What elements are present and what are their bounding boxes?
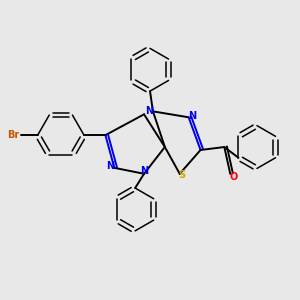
Text: S: S [178, 170, 185, 180]
Text: O: O [230, 172, 238, 182]
Text: N: N [188, 111, 196, 121]
Text: N: N [140, 166, 148, 176]
Text: Br: Br [7, 130, 20, 140]
Text: N: N [145, 106, 154, 116]
Text: N: N [106, 161, 114, 171]
